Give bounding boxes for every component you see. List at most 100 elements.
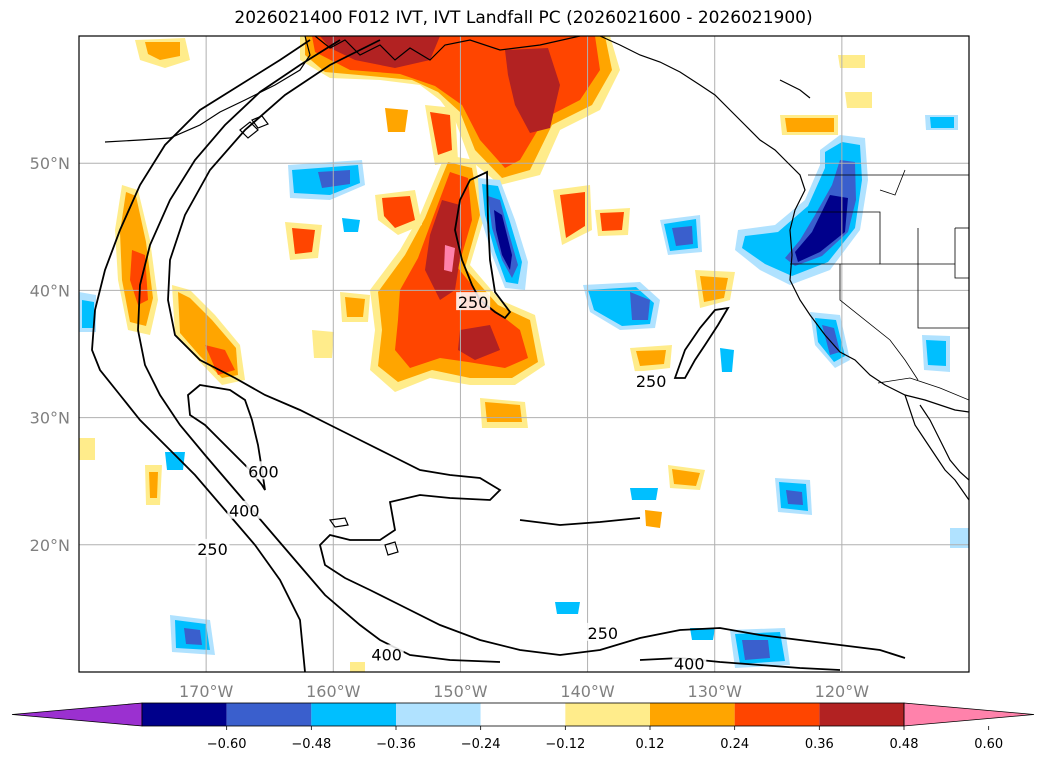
- ivt-contour-label: 250: [195, 538, 230, 559]
- ivt-contour-label: 400: [227, 500, 262, 521]
- colorbar-tick-label: 0.48: [890, 737, 919, 752]
- lat-tick-label: 20°N: [30, 536, 70, 555]
- map-title: 2026021400 F012 IVT, IVT Landfall PC (20…: [234, 8, 813, 28]
- island: [384, 541, 399, 556]
- pc-positive-region: [425, 200, 462, 300]
- pc-positive-region: [560, 192, 585, 238]
- pc-negative-region: [184, 628, 202, 645]
- pc-positive-region: [430, 112, 452, 155]
- colorbar-segment: [226, 703, 312, 726]
- latitude-labels: 50°N 40°N 30°N 20°N: [30, 154, 70, 555]
- pc-negative-region: [494, 210, 512, 270]
- coastlines: [104, 36, 969, 556]
- pc-positive-region: [458, 325, 500, 360]
- colorbar-extend-high: [903, 702, 1035, 727]
- ivt-contour-250-loop: [673, 306, 730, 379]
- colorbar-segment: [650, 703, 735, 726]
- svg-text:250: 250: [197, 540, 228, 559]
- ivt-contour-250-east: [454, 170, 512, 320]
- pc-negative-region: [342, 218, 360, 232]
- colorbar-segment: [311, 703, 396, 726]
- pc-negative-region: [165, 452, 185, 470]
- lat-tick-label: 30°N: [30, 409, 70, 428]
- pc-positive-region: [645, 510, 662, 528]
- lon-tick-label: 160°W: [306, 682, 361, 701]
- colorbar-segment: [142, 703, 227, 726]
- state-border: [839, 264, 919, 381]
- pc-positive-region: [145, 42, 180, 60]
- ivt-contour-label: 600: [246, 461, 281, 481]
- ivt-contour-label: 400: [672, 653, 707, 673]
- svg-text:400: 400: [674, 654, 705, 673]
- pc-shading: [79, 36, 969, 672]
- pc-positive-region: [130, 250, 148, 305]
- colorbar-tick-label: −0.48: [291, 737, 331, 752]
- pc-positive-region: [382, 196, 415, 228]
- colorbar-segment: [819, 703, 904, 726]
- lon-tick-label: 140°W: [560, 682, 615, 701]
- pc-negative-region: [950, 528, 969, 548]
- pc-negative-region: [926, 340, 946, 366]
- pc-positive-region: [505, 48, 560, 133]
- pc-negative-region: [742, 640, 770, 660]
- pc-positive-region: [292, 228, 315, 254]
- lon-tick-label: 120°W: [815, 682, 870, 701]
- state-border: [879, 169, 906, 196]
- baja-coastline: [904, 394, 969, 501]
- island: [239, 121, 259, 139]
- pc-positive-region: [672, 469, 700, 486]
- longitude-labels: 170°W 160°W 150°W 140°W 130°W 120°W: [179, 682, 869, 701]
- pc-positive-region: [205, 345, 235, 375]
- pc-negative-region: [555, 602, 580, 614]
- ivt-contour-label: 400: [369, 644, 404, 664]
- pc-positive-region: [600, 212, 624, 231]
- pc-positive-region: [350, 662, 365, 672]
- pc-positive-region: [385, 108, 408, 132]
- borders: [790, 169, 969, 401]
- pc-positive-region: [312, 330, 334, 358]
- ivt-contour-label: 250: [456, 292, 491, 312]
- colorbar-tick-label: −0.12: [545, 737, 585, 752]
- lat-tick-label: 50°N: [30, 154, 70, 173]
- colorbar-tick-label: −0.24: [461, 737, 501, 752]
- pc-positive-region: [320, 36, 440, 68]
- svg-text:600: 600: [248, 462, 279, 481]
- pc-positive-region: [700, 276, 728, 302]
- colorbar-segment: [480, 703, 566, 726]
- pc-negative-region: [318, 170, 350, 188]
- pc-positive-region: [845, 92, 872, 108]
- colorbar-tick-label: −0.36: [376, 737, 416, 752]
- lon-tick-label: 170°W: [179, 682, 234, 701]
- alaska-coastline: [314, 36, 581, 61]
- colorbar-extend-low: [11, 702, 143, 727]
- state-border: [917, 228, 969, 329]
- pc-positive-region: [79, 438, 95, 460]
- pc-negative-region: [930, 117, 954, 128]
- state-border: [954, 228, 969, 279]
- state-border: [808, 211, 955, 265]
- map-frame: [78, 35, 970, 673]
- pc-negative-region: [690, 628, 715, 640]
- svg-text:400: 400: [229, 502, 260, 521]
- lon-tick-label: 130°W: [688, 682, 743, 701]
- ivt-contour-label: 250: [585, 622, 620, 643]
- colorbar-outline: [141, 702, 905, 727]
- ivt-contour-250: [91, 39, 311, 672]
- ivt-contour-400: [137, 39, 501, 663]
- mexico-gulf-coastline: [919, 404, 969, 481]
- colorbar: −0.60 −0.48 −0.36 −0.24 −0.12 0.12 0.24 0.36 0.4…: [11, 702, 1035, 752]
- colorbar-segment: [396, 703, 481, 726]
- ivt-contour-misc: [519, 517, 641, 526]
- us-mexico-border: [877, 377, 969, 401]
- colorbar-segment: [734, 703, 820, 726]
- pc-positive-region: [444, 245, 455, 272]
- colorbar-tick-label: 0.60: [974, 737, 1003, 752]
- svg-text:250: 250: [458, 293, 489, 312]
- island: [779, 79, 811, 99]
- pc-negative-region: [630, 292, 650, 320]
- pc-negative-region: [672, 226, 693, 246]
- lat-tick-label: 40°N: [30, 281, 70, 300]
- ivt-contour-600: [167, 39, 906, 659]
